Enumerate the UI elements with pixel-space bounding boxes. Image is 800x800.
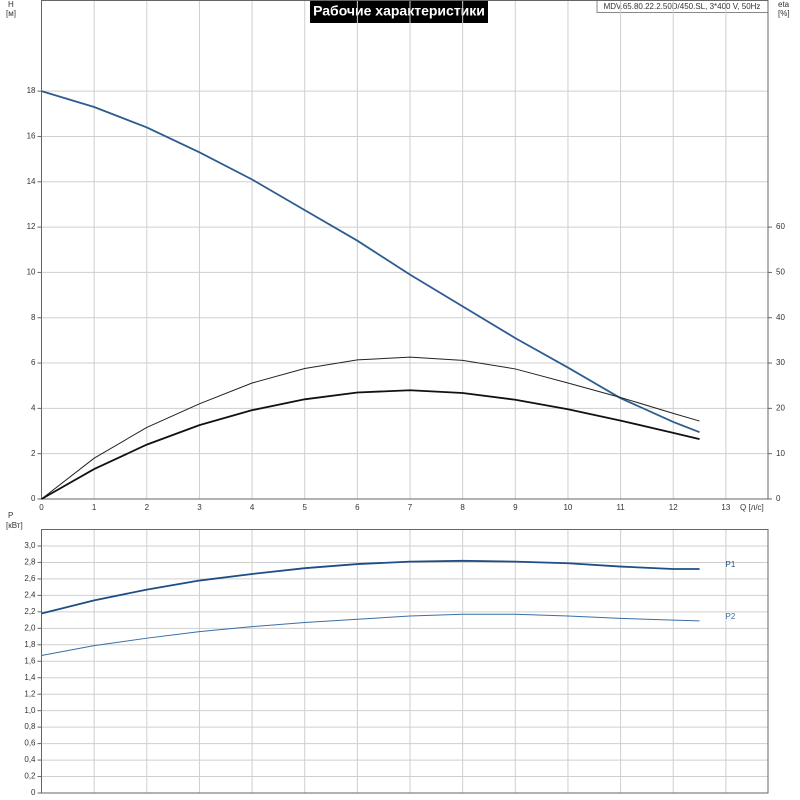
y-tick-label: 1,0 — [24, 706, 36, 715]
y-label-unit: [кВт] — [6, 521, 23, 530]
x-tick-label: 2 — [145, 503, 150, 512]
x-tick-label: 13 — [721, 503, 730, 512]
y-tick-label: 1,6 — [24, 656, 36, 665]
y-tick-label: 16 — [27, 132, 36, 141]
x-tick-label: 11 — [616, 503, 625, 512]
x-tick-label: 3 — [197, 503, 202, 512]
y-tick-label: 0,8 — [24, 722, 36, 731]
series-line — [41, 389, 700, 500]
y-tick-label: 0,4 — [24, 755, 36, 764]
series-line — [41, 90, 700, 433]
x-tick-label: 7 — [408, 503, 413, 512]
y-tick-label: 12 — [27, 222, 36, 231]
y2-tick-label: 0 — [776, 494, 781, 503]
x-tick-label: 1 — [92, 503, 97, 512]
y2-tick-label: 20 — [776, 403, 785, 412]
series-line — [41, 356, 700, 500]
pump-note: MDV.65.80.22.2.50D/450.SL, 3*400 V, 50Hz — [604, 2, 761, 11]
y-tick-label: 6 — [31, 358, 36, 367]
y-tick-label: 4 — [31, 403, 36, 412]
x-tick-label: 10 — [563, 503, 572, 512]
x-tick-label: 12 — [669, 503, 678, 512]
y-tick-label: 0,2 — [24, 772, 36, 781]
x-tick-label: 9 — [513, 503, 518, 512]
y-tick-label: 0 — [31, 788, 36, 797]
y-tick-label: 8 — [31, 313, 36, 322]
y2-label: eta — [778, 0, 790, 9]
y-tick-label: 2 — [31, 449, 36, 458]
y-tick-label: 2,6 — [24, 574, 36, 583]
y2-tick-label: 10 — [776, 449, 785, 458]
x-label: Q [л/с] — [740, 503, 764, 512]
y-tick-label: 1,2 — [24, 689, 36, 698]
x-tick-label: 6 — [355, 503, 360, 512]
y-tick-label: 1,4 — [24, 673, 36, 682]
y2-label-unit: [%] — [778, 9, 790, 18]
x-tick-label: 8 — [460, 503, 465, 512]
y-label: P — [8, 511, 13, 520]
x-tick-label: 4 — [250, 503, 255, 512]
y2-tick-label: 30 — [776, 358, 785, 367]
y2-tick-label: 50 — [776, 268, 785, 277]
y-tick-label: 1,8 — [24, 640, 36, 649]
y-tick-label: 2,4 — [24, 590, 36, 599]
y-tick-label: 0,6 — [24, 739, 36, 748]
y-label: H — [8, 0, 14, 9]
y-tick-label: 18 — [27, 86, 36, 95]
y-tick-label: 2,2 — [24, 607, 36, 616]
y-tick-label: 14 — [27, 177, 36, 186]
x-tick-label: 5 — [302, 503, 307, 512]
y-tick-label: 2,8 — [24, 558, 36, 567]
plot-frame — [41, 0, 769, 500]
y-tick-label: 2,0 — [24, 623, 36, 632]
y-tick-label: 0 — [31, 494, 36, 503]
series-label: P1 — [726, 560, 736, 569]
x-tick-label: 0 — [39, 503, 44, 512]
chart-title: Рабочие характеристики — [313, 3, 485, 19]
y-tick-label: 3,0 — [24, 541, 36, 550]
y-tick-label: 10 — [27, 268, 36, 277]
series-label: P2 — [726, 612, 736, 621]
y-label-unit: [м] — [6, 9, 16, 18]
series-line — [41, 559, 700, 615]
plot-frame — [41, 529, 769, 794]
y2-tick-label: 40 — [776, 313, 785, 322]
y2-tick-label: 60 — [776, 222, 785, 231]
title-box — [310, 0, 488, 23]
series-line — [41, 613, 700, 656]
